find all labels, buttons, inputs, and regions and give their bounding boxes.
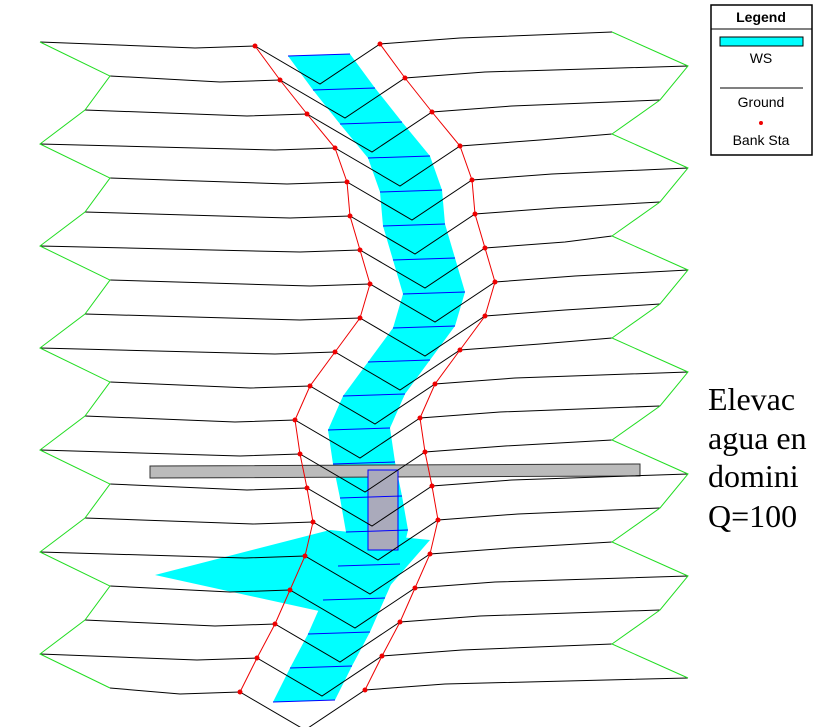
- bank-station: [298, 452, 303, 457]
- water-surface: [343, 360, 430, 396]
- legend-ws-swatch: [720, 37, 803, 46]
- bank-station: [403, 76, 408, 81]
- bank-station: [333, 350, 338, 355]
- bank-station: [348, 214, 353, 219]
- perspective-plot: Legend WS Ground Bank Sta Elevac agua en…: [0, 0, 830, 727]
- bank-station: [308, 384, 313, 389]
- water-surface: [340, 122, 430, 158]
- legend-title: Legend: [736, 9, 786, 25]
- bank-station: [380, 654, 385, 659]
- bank-station: [293, 418, 298, 423]
- bank-station: [458, 144, 463, 149]
- bank-station: [358, 316, 363, 321]
- annotation-line: Elevac: [708, 381, 795, 417]
- bank-station: [428, 552, 433, 557]
- bank-station: [436, 518, 441, 523]
- water-surface: [328, 428, 395, 464]
- water-surface: [380, 190, 445, 226]
- bank-station: [305, 486, 310, 491]
- left-boundary: [40, 42, 110, 688]
- annotation: Elevac agua en domini Q=100: [708, 381, 807, 534]
- bank-station: [423, 450, 428, 455]
- bank-station: [278, 78, 283, 83]
- water-surface: [288, 54, 375, 90]
- bank-station: [458, 348, 463, 353]
- legend-bank-swatch: [759, 121, 763, 125]
- bank-station: [345, 180, 350, 185]
- annotation-line: domini: [708, 458, 799, 494]
- bridge-pier: [368, 470, 398, 550]
- bank-station: [483, 314, 488, 319]
- legend-item: Bank Sta: [733, 132, 790, 148]
- bank-station: [470, 178, 475, 183]
- right-boundary: [612, 32, 688, 678]
- cross-section: [110, 678, 688, 727]
- legend-item: WS: [750, 50, 773, 66]
- water-surface: [313, 88, 402, 124]
- bank-station: [493, 280, 498, 285]
- cross-section: [85, 202, 660, 254]
- legend: Legend WS Ground Bank Sta: [711, 5, 812, 155]
- water-surface: [393, 292, 465, 328]
- water-surface: [368, 326, 455, 362]
- bank-station: [288, 588, 293, 593]
- bank-station: [253, 44, 258, 49]
- annotation-line: Q=100: [708, 498, 797, 534]
- bank-station: [255, 656, 260, 661]
- cross-section: [85, 304, 660, 356]
- bank-station: [413, 586, 418, 591]
- bank-station: [333, 146, 338, 151]
- bank-station: [398, 620, 403, 625]
- bank-station: [430, 484, 435, 489]
- legend-item: Ground: [738, 94, 785, 110]
- bank-station: [430, 110, 435, 115]
- page: {"legend": {"title": "Legend", "items": …: [0, 0, 830, 727]
- terrain: [40, 32, 688, 727]
- bank-station: [378, 42, 383, 47]
- bank-station: [358, 248, 363, 253]
- bank-station: [305, 112, 310, 117]
- bank-station: [273, 622, 278, 627]
- bank-station: [311, 520, 316, 525]
- bank-station: [303, 554, 308, 559]
- bank-station: [473, 212, 478, 217]
- bank-station: [433, 382, 438, 387]
- bank-station: [368, 282, 373, 287]
- bank-station: [363, 688, 368, 693]
- bank-station: [418, 416, 423, 421]
- annotation-line: agua en: [708, 420, 807, 456]
- cross-section: [110, 66, 688, 118]
- bank-station: [238, 690, 243, 695]
- bank-station: [483, 246, 488, 251]
